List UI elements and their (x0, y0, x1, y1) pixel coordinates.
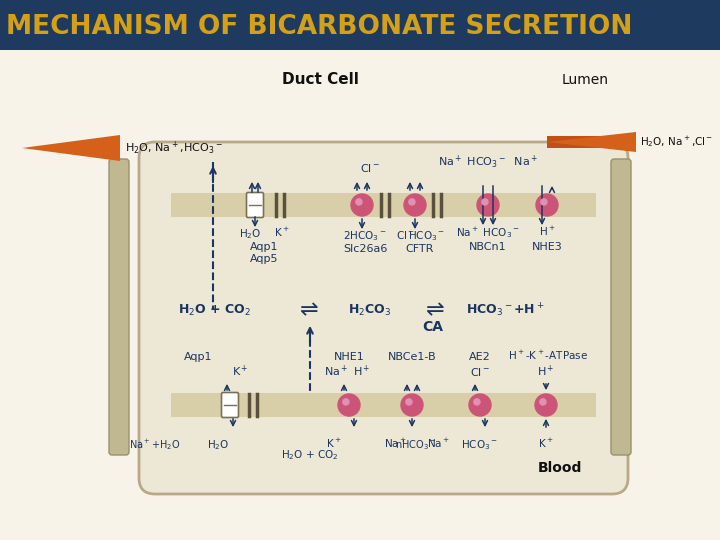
Circle shape (351, 194, 373, 216)
Text: H$^+$: H$^+$ (537, 364, 555, 379)
Bar (171, 193, 596, 217)
Text: Blood: Blood (538, 461, 582, 475)
Text: H$_2$O: H$_2$O (207, 438, 229, 452)
Bar (86, 141, 120, 155)
Text: H$_2$CO$_3$: H$_2$CO$_3$ (348, 302, 392, 318)
Circle shape (474, 399, 480, 405)
Circle shape (343, 399, 349, 405)
Text: Cl$^-$: Cl$^-$ (360, 162, 380, 174)
Circle shape (406, 399, 412, 405)
Circle shape (541, 199, 547, 205)
Text: Aqp1: Aqp1 (184, 352, 212, 362)
Text: H$^+$: H$^+$ (539, 225, 555, 238)
Text: K$^+$: K$^+$ (326, 437, 342, 450)
Text: $\rightleftharpoons$: $\rightleftharpoons$ (421, 300, 445, 320)
Text: HCO$_3$$^-$+H$^+$: HCO$_3$$^-$+H$^+$ (466, 301, 544, 319)
Text: CFTR: CFTR (406, 244, 434, 254)
Text: Aqp1: Aqp1 (250, 242, 278, 252)
Text: HCO$_3$$^-$: HCO$_3$$^-$ (408, 229, 446, 243)
Circle shape (482, 199, 488, 205)
Text: NHE1: NHE1 (333, 352, 364, 362)
Text: H$^+$: H$^+$ (354, 364, 371, 379)
Circle shape (409, 199, 415, 205)
Text: HCO$_3$$^-$: HCO$_3$$^-$ (462, 438, 498, 452)
Text: H$_2$O + CO$_2$: H$_2$O + CO$_2$ (178, 302, 251, 318)
Text: NBCe1-B: NBCe1-B (387, 352, 436, 362)
Text: Duct Cell: Duct Cell (282, 72, 359, 87)
FancyBboxPatch shape (611, 159, 631, 455)
Text: K$^+$: K$^+$ (538, 437, 554, 450)
Bar (547, 136, 636, 148)
Text: Lumen: Lumen (562, 73, 608, 87)
Bar (171, 393, 596, 417)
FancyBboxPatch shape (222, 393, 238, 417)
Text: Na$^+$+H$_2$O: Na$^+$+H$_2$O (130, 437, 181, 452)
Circle shape (401, 394, 423, 416)
FancyBboxPatch shape (246, 192, 264, 218)
Polygon shape (547, 132, 636, 152)
Text: Na$^+$ HCO$_3$$^-$  Na$^+$: Na$^+$ HCO$_3$$^-$ Na$^+$ (438, 153, 538, 171)
Text: Na$^+$: Na$^+$ (324, 364, 348, 379)
Text: 2HCO$_3$$^-$: 2HCO$_3$$^-$ (343, 229, 387, 243)
Text: H$_2$O + CO$_2$: H$_2$O + CO$_2$ (282, 448, 339, 462)
FancyBboxPatch shape (109, 159, 129, 455)
Text: NBCn1: NBCn1 (469, 242, 507, 252)
Text: Slc26a6: Slc26a6 (343, 244, 387, 254)
Circle shape (535, 394, 557, 416)
Circle shape (356, 199, 362, 205)
Text: Cl$^-$: Cl$^-$ (395, 229, 415, 241)
Circle shape (404, 194, 426, 216)
FancyBboxPatch shape (139, 142, 628, 494)
Text: H$^+$-K$^+$-ATPase: H$^+$-K$^+$-ATPase (508, 349, 588, 362)
Circle shape (540, 399, 546, 405)
Text: MECHANISM OF BICARBONATE SECRETION: MECHANISM OF BICARBONATE SECRETION (6, 14, 632, 40)
Text: Na$^+$ HCO$_3$$^-$: Na$^+$ HCO$_3$$^-$ (456, 225, 520, 240)
Text: $\rightleftharpoons$: $\rightleftharpoons$ (295, 300, 319, 320)
Text: Na$^+$: Na$^+$ (384, 437, 407, 450)
Polygon shape (22, 135, 120, 161)
Text: K$^+$: K$^+$ (274, 226, 290, 239)
Text: NHE3: NHE3 (531, 242, 562, 252)
Text: Na$^+$: Na$^+$ (426, 437, 449, 450)
Circle shape (477, 194, 499, 216)
Circle shape (536, 194, 558, 216)
Text: AE2: AE2 (469, 352, 491, 362)
Text: H$_2$O, Na$^+$,HCO$_3$$^-$: H$_2$O, Na$^+$,HCO$_3$$^-$ (125, 139, 222, 157)
Circle shape (338, 394, 360, 416)
Circle shape (469, 394, 491, 416)
Text: nHCO$_3$$^-$: nHCO$_3$$^-$ (395, 438, 436, 452)
Text: K$^+$: K$^+$ (232, 364, 248, 379)
Bar (0, 0, 720, 50)
Text: CA: CA (423, 320, 444, 334)
Text: H$_2$O, Na$^+$,Cl$^-$: H$_2$O, Na$^+$,Cl$^-$ (640, 134, 714, 150)
Text: H$_2$O: H$_2$O (239, 227, 261, 241)
Text: Cl$^-$: Cl$^-$ (470, 366, 490, 378)
Text: Aqp5: Aqp5 (250, 254, 278, 264)
Bar (100, 141, 120, 155)
